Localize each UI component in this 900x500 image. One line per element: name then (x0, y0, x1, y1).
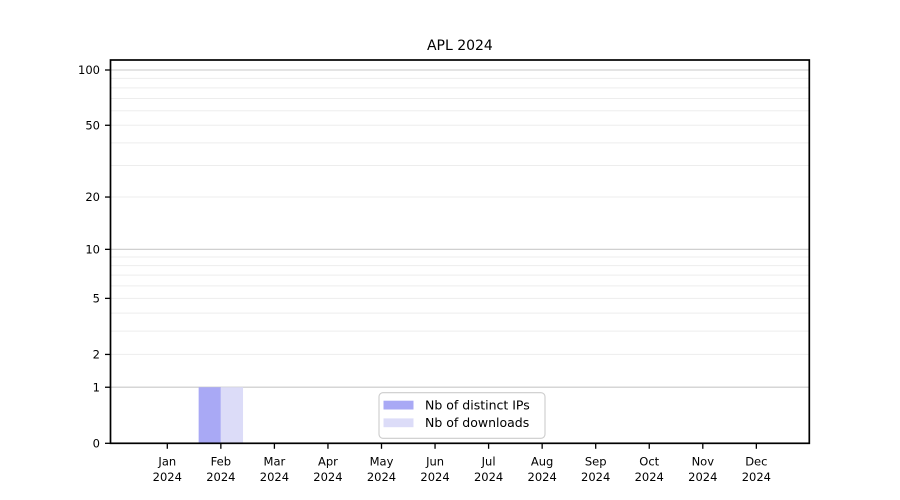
legend-label-0: Nb of distinct IPs (425, 397, 530, 412)
x-tick-label-month: May (370, 455, 394, 469)
bar-feb-2024-series1 (220, 387, 244, 444)
legend-box (378, 392, 546, 439)
bar-feb-2024-series0 (198, 387, 221, 444)
x-tick-label-year: 2024 (260, 470, 289, 484)
x-tick-label-month: Sep (585, 455, 607, 469)
legend-swatch-0 (383, 400, 414, 410)
x-tick-label-month: Feb (211, 455, 231, 469)
legend-swatch-1 (383, 418, 414, 428)
legend-label-1: Nb of downloads (425, 415, 529, 430)
y-tick-label: 5 (93, 292, 100, 306)
x-tick-label-month: Jun (425, 455, 444, 469)
x-tick-label-year: 2024 (367, 470, 396, 484)
x-tick-label-month: Jul (481, 455, 496, 469)
y-tick-label: 100 (78, 63, 100, 77)
y-tick-label: 20 (85, 190, 100, 204)
x-tick-label-month: Oct (639, 455, 659, 469)
x-tick-label-month: Apr (318, 455, 338, 469)
y-tick-label: 2 (93, 348, 100, 362)
x-tick-label-year: 2024 (742, 470, 771, 484)
x-tick-label-year: 2024 (313, 470, 342, 484)
x-tick-label-year: 2024 (635, 470, 664, 484)
plot-frame (109, 59, 811, 445)
x-tick-label-month: Aug (531, 455, 553, 469)
x-tick-label-year: 2024 (420, 470, 449, 484)
x-tick-label-year: 2024 (474, 470, 503, 484)
x-tick-label-month: Jan (157, 455, 176, 469)
x-tick-label-year: 2024 (153, 470, 182, 484)
y-tick-label: 1 (93, 380, 100, 394)
x-tick-label-month: Dec (745, 455, 767, 469)
x-tick-label-year: 2024 (206, 470, 235, 484)
chart-title: APL 2024 (427, 38, 493, 54)
x-tick-label-month: Mar (264, 455, 286, 469)
x-tick-label-month: Nov (692, 455, 715, 469)
x-tick-label-year: 2024 (688, 470, 717, 484)
x-tick-label-year: 2024 (581, 470, 610, 484)
y-tick-label: 0 (93, 437, 100, 451)
x-tick-label-year: 2024 (528, 470, 557, 484)
y-tick-label: 50 (85, 118, 100, 132)
y-tick-label: 10 (85, 243, 100, 257)
